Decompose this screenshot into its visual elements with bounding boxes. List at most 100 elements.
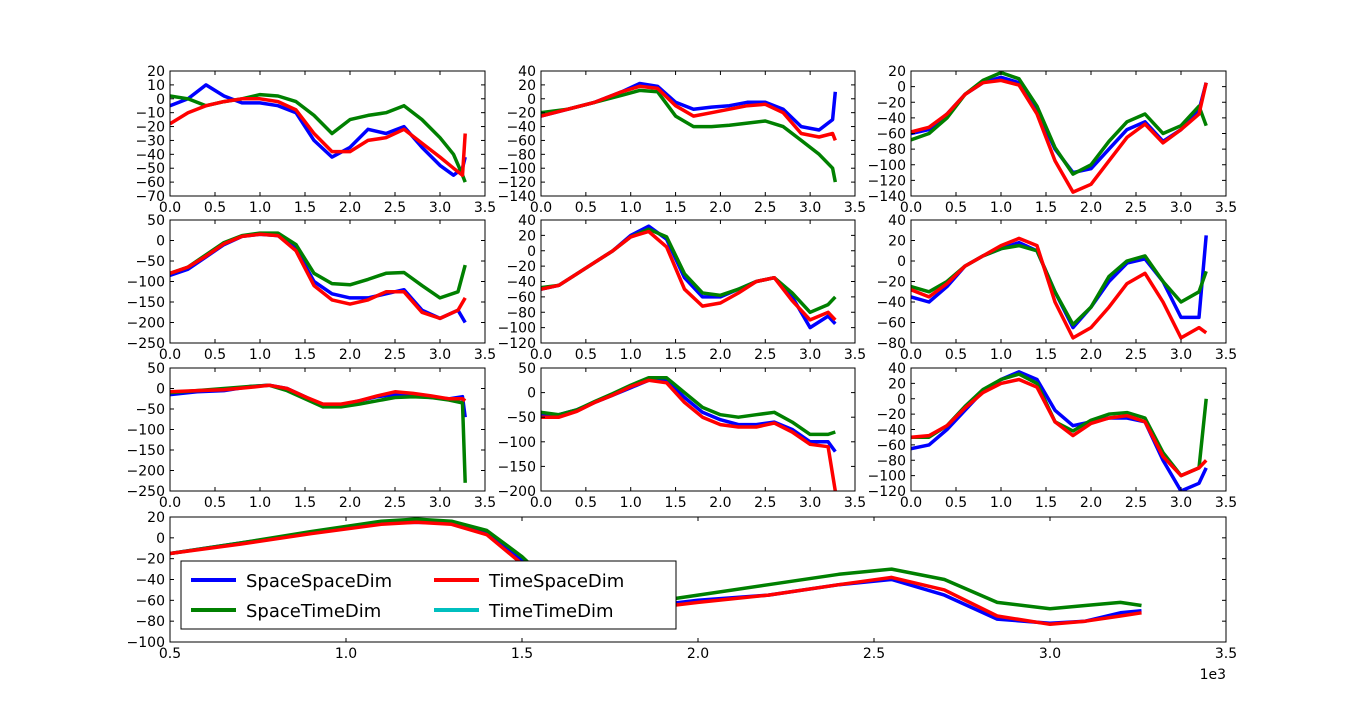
y-tick-label: −100 (127, 635, 165, 651)
x-tick-label: 2.5 (384, 200, 406, 216)
y-tick-label: −40 (506, 275, 536, 291)
x-tick-label: 2.5 (1125, 347, 1147, 363)
x-tick-label: 3.0 (1170, 200, 1192, 216)
y-tick-label: 20 (518, 228, 536, 244)
x-tick-label: 0.0 (530, 200, 552, 216)
series-line-3 (170, 97, 467, 177)
subplot-5: 0.0 0.5 1.0 1.5 2.0 2.5 3.0 3.5 40200−20−40−60−8… (498, 213, 867, 363)
x-tick-label: 1.0 (990, 495, 1012, 511)
y-tick-label: −100 (498, 161, 536, 177)
y-tick-label: −250 (127, 484, 165, 500)
y-tick-label: 40 (888, 361, 906, 377)
y-tick-label: 40 (888, 213, 906, 229)
x-tick-label: 3.0 (429, 200, 451, 216)
x-tick-label: 1.5 (294, 200, 316, 216)
series-group (911, 71, 1208, 194)
x-tick-label: 1.5 (1035, 495, 1057, 511)
y-tick-label: 20 (888, 376, 906, 392)
x-tick-label: 0.5 (945, 200, 967, 216)
x-tick-label: 0.5 (945, 347, 967, 363)
y-tick-label: −80 (135, 614, 165, 630)
legend-label: TimeTimeDim (488, 601, 614, 622)
x-tick-label: 2.5 (1125, 200, 1147, 216)
x-tick-label: 1.5 (294, 495, 316, 511)
x-tick-label: 1.5 (664, 200, 686, 216)
y-tick-label: −100 (868, 469, 906, 485)
series-line-3 (911, 78, 1208, 194)
series-line-3 (541, 378, 838, 491)
y-tick-label: 20 (147, 64, 165, 80)
x-tick-label: 1.0 (990, 200, 1012, 216)
y-tick-label: 0 (156, 382, 165, 398)
y-tick-label: −60 (135, 175, 165, 191)
x-tick-label: 2.5 (863, 646, 885, 662)
plot-frame (169, 70, 486, 197)
y-tick-label: −200 (498, 484, 536, 500)
x-tick-label: 1.0 (620, 347, 642, 363)
subplot-9: 0.0 0.5 1.0 1.5 2.0 2.5 3.0 3.5 40200−20−40−60−8… (868, 361, 1238, 511)
y-tick-label: 50 (518, 361, 536, 377)
x-tick-label: 0.5 (575, 200, 597, 216)
legend-label: SpaceSpaceDim (246, 571, 392, 592)
y-tick-label: −70 (135, 189, 165, 205)
y-tick-label: 0 (527, 92, 536, 108)
series-line-1 (170, 83, 467, 177)
series-line-1 (541, 378, 837, 453)
x-tick-label: 1.0 (620, 200, 642, 216)
x-tick-label: 0.5 (945, 495, 967, 511)
y-tick-label: 0 (156, 234, 165, 250)
subplots: 0.0 0.5 1.0 1.5 2.0 2.5 3.0 3.520100−10−20−30−4… (127, 64, 1238, 662)
legend-box (180, 560, 677, 630)
y-tick-label: −50 (135, 254, 165, 270)
x-tick-label: 2.0 (1080, 347, 1102, 363)
y-tick-label: −60 (506, 290, 536, 306)
y-tick-label: 40 (518, 64, 536, 80)
x-tick-label: 0.5 (204, 495, 226, 511)
x-tick-label: 3.0 (799, 347, 821, 363)
y-tick-label: −30 (135, 133, 165, 149)
y-tick-label: 0 (156, 531, 165, 547)
x-tick-label: 3.0 (429, 347, 451, 363)
x-tick-label: 2.0 (709, 200, 731, 216)
x-tick-label: 3.5 (1215, 495, 1237, 511)
x-tick-label: 3.0 (429, 495, 451, 511)
y-tick-label: −120 (498, 336, 536, 352)
y-tick-label: −150 (127, 295, 165, 311)
series-group (541, 224, 837, 330)
y-tick-label: −140 (868, 189, 906, 205)
plot-frame (910, 219, 1227, 344)
x-tick-label: 3.5 (1215, 347, 1237, 363)
y-tick-label: −20 (876, 407, 906, 423)
y-tick-label: −100 (127, 275, 165, 291)
x-tick-label: 0.0 (530, 347, 552, 363)
y-tick-label: −20 (135, 120, 165, 136)
series-line-3 (911, 236, 1208, 340)
subplot-2: 0.0 0.5 1.0 1.5 2.0 2.5 3.0 3.5 40200−20−40−60−8… (498, 64, 867, 216)
y-tick-label: 50 (147, 213, 165, 229)
plot-frame (169, 367, 486, 492)
x-tick-label: 1.0 (335, 646, 357, 662)
subplot-7: 0.0 0.5 1.0 1.5 2.0 2.5 3.0 3.5 50 0 −50 −100 −150 −2… (127, 361, 497, 511)
legend-label: SpaceTimeDim (246, 601, 381, 622)
x-tick-label: 3.5 (1215, 200, 1237, 216)
y-tick-label: −140 (498, 189, 536, 205)
x-tick-label: 0.0 (159, 200, 181, 216)
y-tick-label: −40 (135, 573, 165, 589)
x-tick-label: 3.0 (1170, 495, 1192, 511)
x-tick-label: 3.0 (799, 495, 821, 511)
series-group (170, 383, 467, 483)
y-tick-label: 50 (147, 361, 165, 377)
x-tick-label: 3.5 (474, 495, 496, 511)
y-tick-label: 0 (897, 80, 906, 96)
x-tick-label: 0.5 (575, 347, 597, 363)
y-tick-label: −50 (135, 402, 165, 418)
y-tick-label: −150 (127, 443, 165, 459)
y-tick-label: 20 (888, 64, 906, 80)
y-tick-label: −100 (498, 435, 536, 451)
y-tick-label: −250 (127, 336, 165, 352)
plot-frame (910, 70, 1227, 197)
x-tick-label: 0.0 (900, 495, 922, 511)
y-tick-label: −40 (506, 120, 536, 136)
series-line-3 (541, 84, 837, 142)
